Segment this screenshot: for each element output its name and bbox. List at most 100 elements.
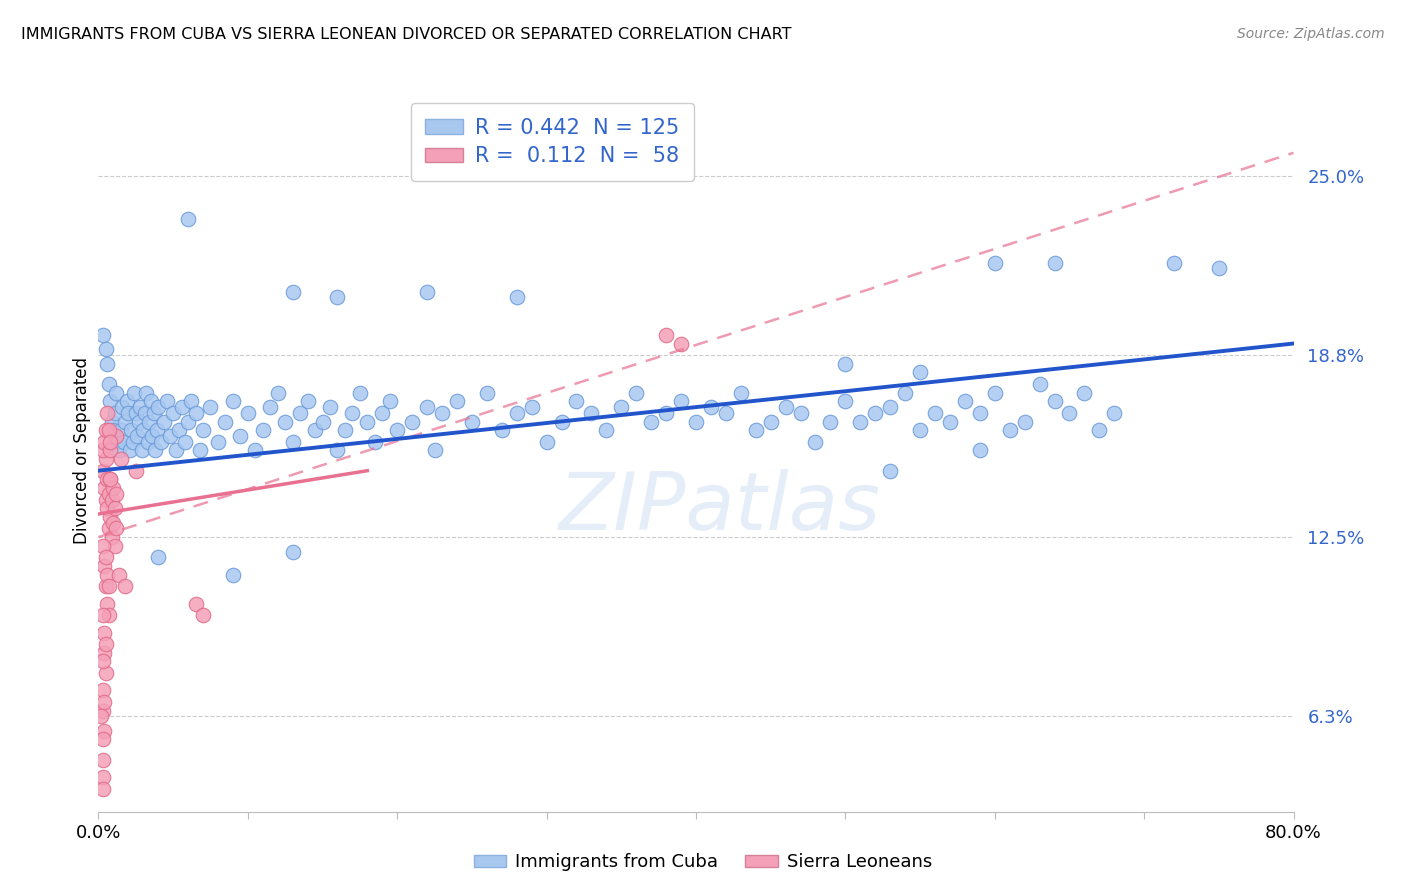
Point bbox=[281, 285, 304, 299]
Point bbox=[162, 406, 184, 420]
Point bbox=[550, 415, 572, 429]
Point bbox=[105, 429, 128, 443]
Point bbox=[94, 423, 117, 437]
Point bbox=[326, 443, 349, 458]
Point bbox=[177, 212, 200, 227]
Point bbox=[148, 400, 170, 414]
Point bbox=[90, 709, 112, 723]
Point bbox=[416, 285, 439, 299]
Point bbox=[93, 723, 115, 738]
Point bbox=[97, 487, 120, 501]
Point bbox=[153, 415, 176, 429]
Point bbox=[714, 406, 737, 420]
Point bbox=[105, 487, 128, 501]
Point bbox=[98, 434, 122, 449]
Point bbox=[127, 429, 149, 443]
Point bbox=[378, 394, 401, 409]
Point bbox=[150, 434, 173, 449]
Point bbox=[908, 423, 931, 437]
Point bbox=[174, 434, 197, 449]
Point bbox=[700, 400, 723, 414]
Text: IMMIGRANTS FROM CUBA VS SIERRA LEONEAN DIVORCED OR SEPARATED CORRELATION CHART: IMMIGRANTS FROM CUBA VS SIERRA LEONEAN D… bbox=[21, 27, 792, 42]
Point bbox=[91, 443, 114, 458]
Point bbox=[267, 385, 290, 400]
Point bbox=[274, 415, 297, 429]
Point bbox=[804, 434, 827, 449]
Point bbox=[93, 646, 115, 660]
Point bbox=[128, 415, 150, 429]
Point bbox=[91, 704, 114, 718]
Point bbox=[349, 385, 371, 400]
Point bbox=[461, 415, 484, 429]
Point bbox=[1073, 385, 1095, 400]
Point bbox=[125, 406, 148, 420]
Point bbox=[1104, 406, 1126, 420]
Point bbox=[94, 343, 117, 357]
Point bbox=[115, 394, 138, 409]
Point bbox=[849, 415, 872, 429]
Point bbox=[94, 579, 117, 593]
Point bbox=[148, 550, 170, 565]
Point bbox=[319, 400, 342, 414]
Point bbox=[581, 406, 603, 420]
Point bbox=[626, 385, 648, 400]
Point bbox=[117, 406, 139, 420]
Point bbox=[1059, 406, 1081, 420]
Point bbox=[180, 394, 202, 409]
Point bbox=[789, 406, 811, 420]
Point bbox=[595, 423, 617, 437]
Point bbox=[207, 434, 229, 449]
Point bbox=[1043, 255, 1066, 269]
Point bbox=[97, 423, 120, 437]
Point bbox=[172, 400, 194, 414]
Point bbox=[94, 665, 117, 680]
Point bbox=[177, 415, 200, 429]
Point bbox=[311, 415, 333, 429]
Point bbox=[200, 400, 222, 414]
Point bbox=[96, 357, 118, 371]
Point bbox=[245, 443, 267, 458]
Point bbox=[1014, 415, 1036, 429]
Point bbox=[364, 434, 387, 449]
Point bbox=[655, 327, 678, 342]
Point bbox=[118, 443, 141, 458]
Point bbox=[96, 597, 118, 611]
Point bbox=[385, 423, 409, 437]
Point bbox=[101, 415, 124, 429]
Point bbox=[1043, 394, 1066, 409]
Point bbox=[191, 423, 214, 437]
Point bbox=[159, 429, 181, 443]
Point bbox=[91, 655, 114, 669]
Point bbox=[135, 385, 157, 400]
Point bbox=[139, 394, 162, 409]
Point bbox=[446, 394, 468, 409]
Point bbox=[96, 472, 118, 486]
Point bbox=[98, 472, 122, 486]
Point bbox=[984, 385, 1007, 400]
Point bbox=[894, 385, 917, 400]
Point bbox=[333, 423, 356, 437]
Point bbox=[104, 539, 127, 553]
Point bbox=[259, 400, 281, 414]
Point bbox=[97, 376, 120, 391]
Point bbox=[939, 415, 962, 429]
Point bbox=[96, 567, 118, 582]
Point bbox=[91, 464, 114, 478]
Point bbox=[998, 423, 1021, 437]
Point bbox=[97, 521, 120, 535]
Point bbox=[326, 290, 349, 304]
Point bbox=[879, 464, 901, 478]
Point bbox=[94, 452, 117, 467]
Point bbox=[91, 770, 114, 784]
Point bbox=[356, 415, 378, 429]
Point bbox=[834, 357, 856, 371]
Point bbox=[184, 406, 207, 420]
Point bbox=[120, 423, 142, 437]
Point bbox=[105, 521, 128, 535]
Point bbox=[129, 400, 152, 414]
Point bbox=[112, 434, 135, 449]
Point bbox=[101, 530, 124, 544]
Point bbox=[93, 625, 115, 640]
Point bbox=[953, 394, 976, 409]
Point bbox=[475, 385, 498, 400]
